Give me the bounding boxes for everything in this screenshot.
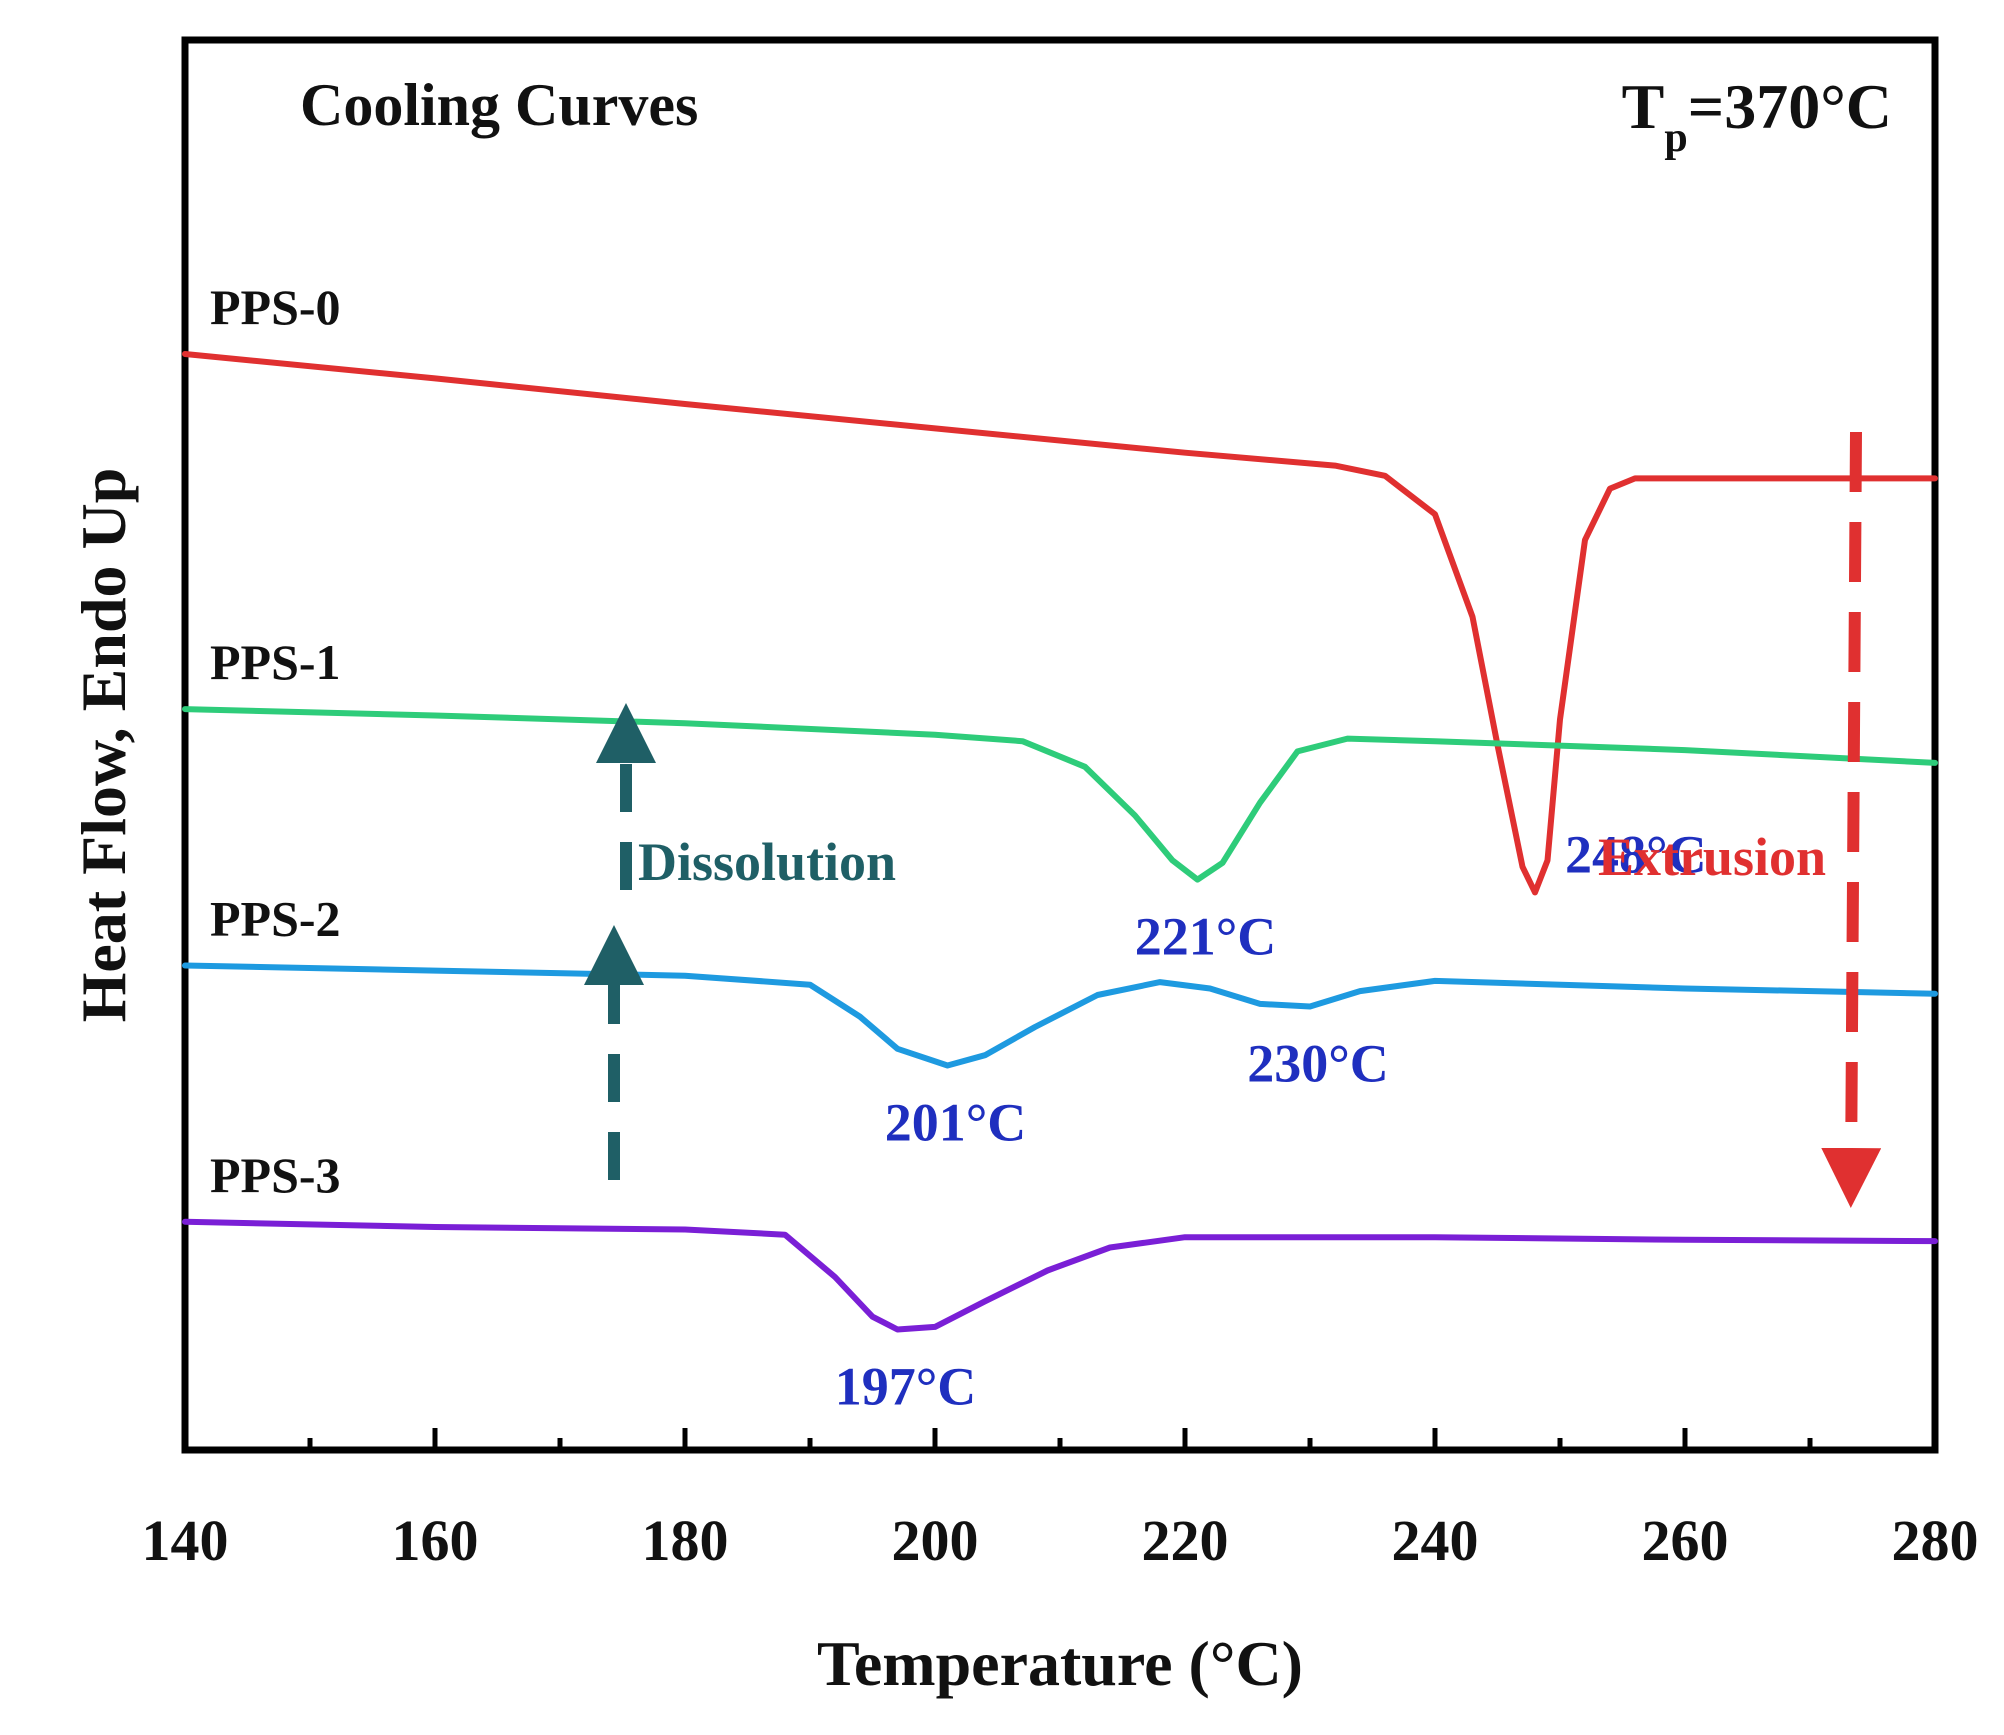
peak-label-221: 221°C [1135, 907, 1277, 967]
x-tick-label: 280 [1892, 1508, 1979, 1573]
series-curves [182, 351, 1938, 1333]
peak-label-248: 248°C [1565, 824, 1707, 884]
series-name-labels: PPS-0 PPS-1 PPS-2 PPS-3 [210, 279, 341, 1203]
series-label-pps-3: PPS-3 [210, 1147, 341, 1203]
x-axis-ticks [182, 1428, 1938, 1450]
condition-label: Tp=370°C [1622, 71, 1892, 161]
series-line-pps-3 [182, 1218, 1938, 1333]
extrusion-label: Extrusion [1598, 827, 1826, 887]
x-tick-label: 140 [142, 1508, 229, 1573]
peak-labels: 248°C 221°C 201°C 230°C 197°C [835, 824, 1707, 1416]
peak-label-197: 197°C [835, 1357, 977, 1417]
series-line-pps-0 [182, 351, 1938, 896]
x-tick-label: 160 [392, 1508, 479, 1573]
chart-title: Cooling Curves [300, 72, 698, 138]
series-line-pps-2 [182, 962, 1938, 1069]
x-axis-tick-labels: 140 160 180 200 220 240 260 280 [142, 1508, 1979, 1573]
x-tick-label: 220 [1142, 1508, 1229, 1573]
x-tick-label: 200 [892, 1508, 979, 1573]
y-axis-label: Heat Flow, Endo Up [68, 468, 139, 1023]
peak-label-230: 230°C [1247, 1033, 1389, 1093]
peak-label-201: 201°C [885, 1092, 1027, 1152]
x-tick-label: 240 [1392, 1508, 1479, 1573]
x-tick-label: 260 [1642, 1508, 1729, 1573]
series-label-pps-1: PPS-1 [210, 634, 341, 690]
x-axis-label: Temperature (°C) [817, 1628, 1303, 1699]
x-tick-label: 180 [642, 1508, 729, 1573]
dissolution-label: Dissolution [638, 832, 896, 892]
series-label-pps-2: PPS-2 [210, 890, 341, 946]
series-line-pps-1 [182, 706, 1938, 883]
series-label-pps-0: PPS-0 [210, 279, 341, 335]
extrusion-arrow [1821, 431, 1882, 1208]
